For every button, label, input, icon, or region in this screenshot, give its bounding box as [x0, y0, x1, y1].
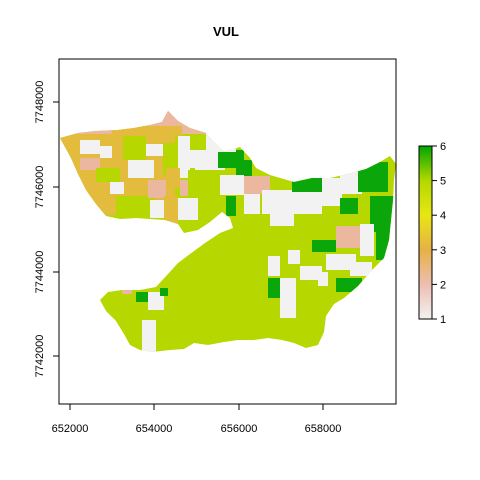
legend-tick-label: 3: [440, 245, 446, 257]
raster-cell: [180, 180, 190, 196]
map-title: VUL: [213, 24, 239, 39]
y-tick-label: 7744000: [34, 251, 46, 294]
raster-cell: [340, 170, 362, 194]
raster-cell: [326, 254, 356, 270]
raster-cell: [148, 180, 166, 198]
raster-cell: [122, 286, 132, 294]
x-tick-label: 656000: [221, 423, 258, 435]
legend: 1 2 3 4 5 6: [418, 141, 446, 326]
y-axis: 7742000 7744000 7746000 7748000: [34, 81, 59, 378]
legend-tick-label: 5: [440, 176, 446, 188]
raster-cell: [340, 198, 358, 214]
raster-cell: [123, 136, 146, 160]
raster-cell: [164, 196, 178, 226]
raster-cell: [163, 143, 178, 175]
legend-colorbar: [418, 145, 433, 320]
raster-cell: [268, 278, 282, 298]
raster-cell: [178, 198, 198, 220]
raster-cell: [292, 178, 322, 192]
raster-cell: [280, 278, 296, 318]
raster-cell: [262, 190, 322, 214]
legend-tick-label: 2: [440, 279, 446, 291]
raster-cell: [244, 194, 260, 214]
legend-tick-label: 1: [440, 314, 446, 326]
raster-cell: [236, 160, 252, 176]
legend-tick-label: 6: [440, 141, 446, 153]
plot-frame: [58, 58, 397, 405]
raster-cell: [142, 320, 156, 352]
raster-cell: [136, 292, 148, 302]
raster-cell: [128, 160, 154, 178]
raster-cell: [318, 272, 328, 286]
x-tick-label: 658000: [305, 423, 342, 435]
raster-cell: [188, 170, 218, 196]
raster-cell: [206, 122, 236, 152]
raster-cell: [312, 240, 336, 252]
raster-cell: [300, 266, 322, 280]
raster-cell: [160, 288, 168, 296]
raster-cell: [198, 196, 218, 214]
raster-cell: [112, 126, 182, 136]
raster-cell: [322, 178, 342, 206]
raster-cell: [270, 214, 294, 226]
raster-cell: [244, 176, 270, 194]
x-tick-label: 654000: [136, 423, 173, 435]
raster-cell: [100, 146, 112, 158]
raster-cell: [80, 140, 100, 154]
raster-cell: [268, 256, 280, 276]
x-axis: 652000 654000 656000 658000: [52, 404, 342, 435]
x-tick-label: 652000: [52, 423, 89, 435]
y-tick-label: 7742000: [34, 335, 46, 378]
raster-cell: [110, 182, 124, 194]
y-tick-label: 7748000: [34, 81, 46, 124]
raster-cell: [166, 168, 180, 188]
y-tick-label: 7746000: [34, 166, 46, 209]
raster-cell: [146, 144, 164, 156]
raster-cells: [60, 111, 396, 352]
raster-cell: [195, 160, 225, 170]
raster-cell: [220, 175, 244, 195]
raster-cell: [350, 262, 372, 276]
raster-cell: [336, 226, 366, 248]
raster-cell: [288, 250, 300, 264]
raster-cell: [226, 196, 236, 216]
raster-cell: [148, 292, 164, 310]
raster-cell: [96, 168, 120, 182]
legend-tick-label: 4: [440, 210, 446, 222]
raster-cell: [116, 196, 154, 216]
raster-cell: [360, 224, 374, 256]
raster-cell: [358, 162, 388, 192]
raster-cell: [150, 200, 166, 218]
raster-cell: [336, 278, 362, 292]
raster-cell: [80, 158, 100, 170]
